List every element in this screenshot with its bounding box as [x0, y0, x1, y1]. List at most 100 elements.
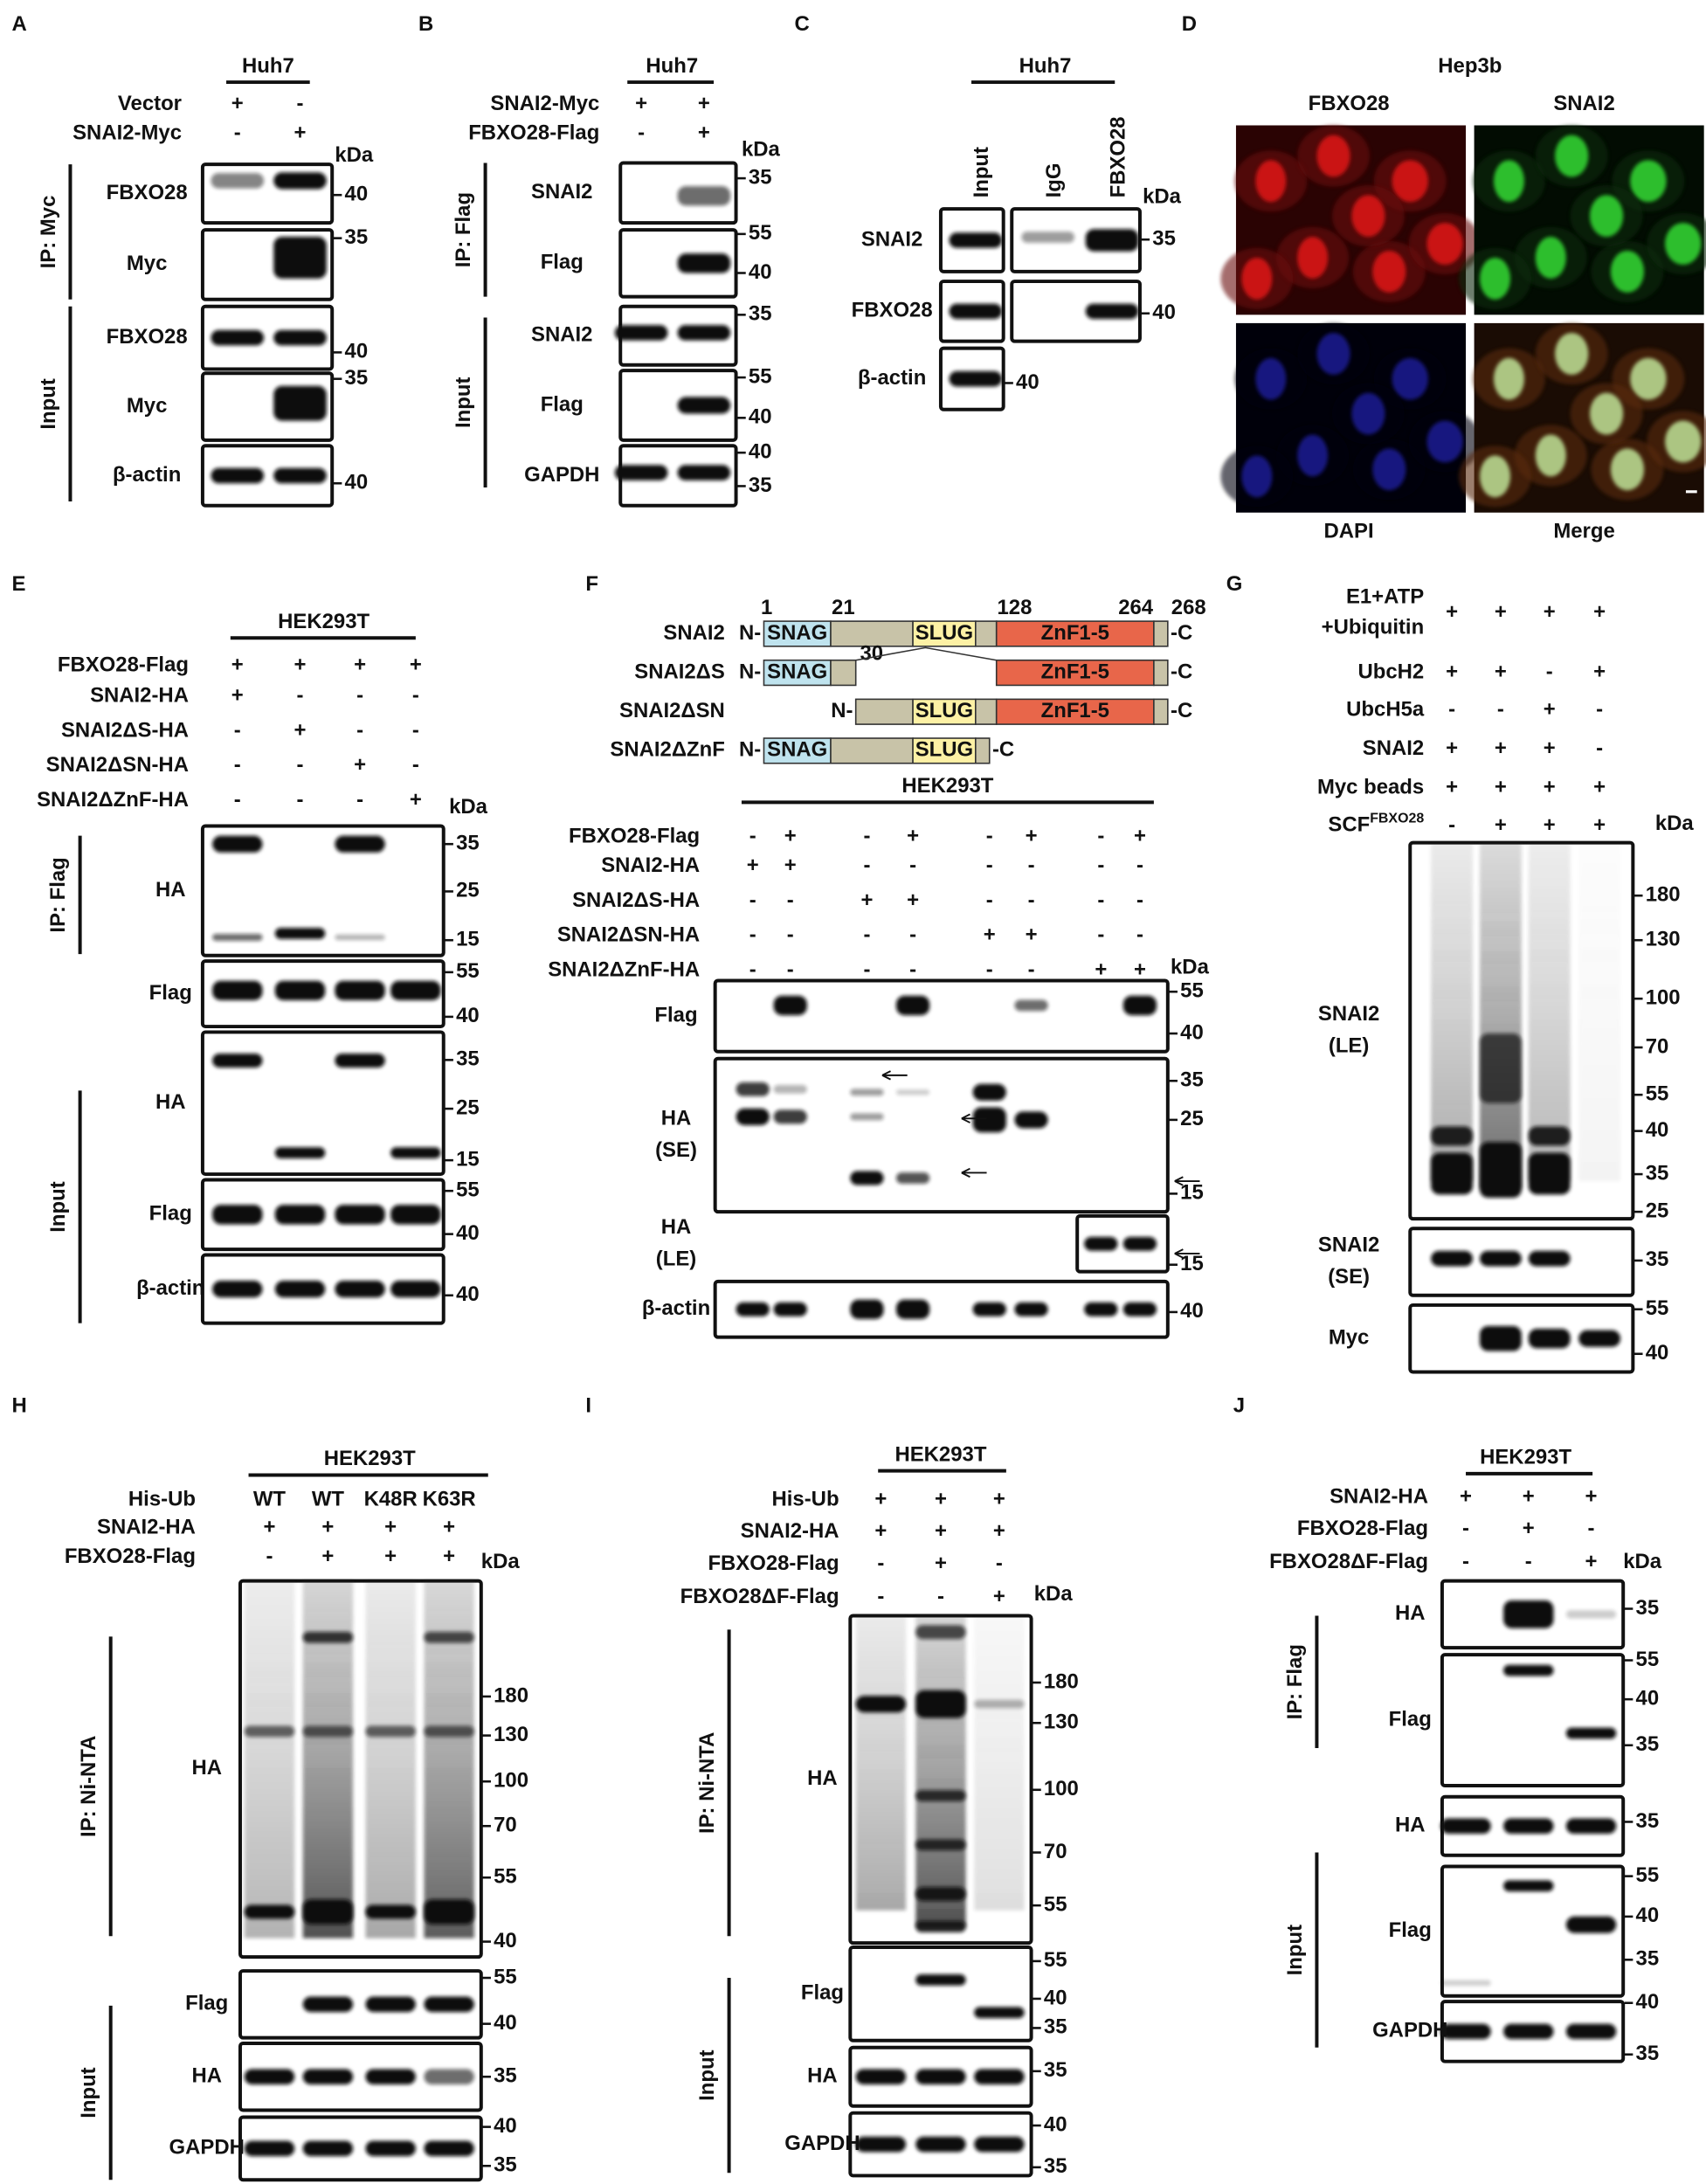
blot-label: β-actin [113, 463, 181, 487]
condition-sign: + [263, 1515, 275, 1538]
scale-bar [1685, 490, 1697, 494]
blot-band [274, 980, 326, 1001]
condition-label: SNAI2ΔSN-HA [557, 923, 700, 947]
blot-label: (SE) [1328, 1265, 1370, 1289]
blot-band [390, 1205, 441, 1225]
condition-sign: - [1028, 888, 1035, 912]
band-arrowhead [961, 1167, 970, 1178]
blot-band [274, 1281, 326, 1298]
condition-sign: WT [253, 1487, 287, 1510]
band-arrowhead [881, 1070, 891, 1081]
size-marker: 55 [1636, 1863, 1660, 1887]
blot-band [1014, 1111, 1048, 1129]
condition-label: FBXO28-Flag [468, 121, 599, 144]
condition-sign: - [787, 923, 794, 947]
condition-sign: + [354, 753, 366, 777]
cell-line: HEK293T [894, 1442, 986, 1466]
blot-frame [848, 1945, 1033, 2042]
blot-band [390, 1147, 441, 1159]
blot-band [1431, 1126, 1474, 1146]
size-marker: 35 [1180, 1068, 1204, 1092]
condition-sign: + [984, 923, 996, 947]
blot-band [274, 928, 326, 939]
domain-box [995, 698, 1155, 725]
size-marker: 40 [456, 1221, 480, 1245]
condition-sign: - [863, 854, 870, 877]
condition-sign: - [986, 958, 993, 982]
size-marker: 40 [345, 340, 369, 363]
blot-band [915, 2136, 966, 2153]
nucleus [1372, 250, 1406, 293]
condition-sign: + [935, 1519, 947, 1543]
nucleus [1589, 392, 1624, 435]
blot-label: HA [191, 2064, 222, 2088]
size-marker: 35 [345, 366, 369, 390]
panel-letter: D [1182, 12, 1197, 36]
unit-label: kDa [742, 138, 781, 162]
size-marker: 35 [1152, 227, 1176, 251]
blot-band [974, 2007, 1025, 2019]
condition-sign: - [863, 825, 870, 848]
cell-line: HEK293T [324, 1447, 416, 1470]
blot-smear [915, 1615, 966, 1927]
condition-sign: - [1497, 697, 1504, 721]
condition-sign: + [410, 653, 422, 676]
size-marker: 55 [456, 959, 480, 983]
condition-sign: - [877, 1552, 884, 1575]
blot-frame [1010, 280, 1142, 343]
blot-band [212, 1205, 263, 1225]
blot-label: FBXO28 [107, 181, 188, 204]
condition-label: SNAI2-Myc [490, 92, 599, 115]
condition-sign: WT [312, 1487, 345, 1510]
band-arrowhead [1174, 1248, 1184, 1259]
blot-frame [238, 1969, 483, 2040]
condition-sign: + [747, 854, 759, 877]
domain-box [912, 698, 977, 725]
condition-label: SNAI2-HA [741, 1519, 839, 1543]
size-marker: 40 [1636, 1686, 1660, 1710]
size-marker: 180 [494, 1683, 528, 1707]
blot-band [335, 835, 385, 853]
size-marker: 15 [456, 1147, 480, 1171]
domain-box [995, 620, 1155, 647]
blot-band [1565, 1727, 1617, 1739]
condition-sign: + [443, 1545, 455, 1568]
blot-band [1014, 1302, 1048, 1317]
condition-sign: - [1596, 697, 1603, 721]
cell-line: HEK293T [901, 774, 993, 798]
condition-sign: + [294, 653, 307, 676]
blot-label: Myc [127, 252, 168, 275]
blot-band [273, 237, 327, 279]
size-marker: 40 [494, 2011, 517, 2035]
domain-label: SNAG [767, 621, 827, 645]
size-marker: 100 [1646, 985, 1681, 1009]
condition-sign: - [1136, 854, 1143, 877]
construct-name: SNAI2ΔZnF [610, 738, 724, 762]
channel-label: Merge [1553, 519, 1614, 543]
blot-band [677, 465, 731, 480]
construct-n-terminus: N- [831, 699, 853, 722]
size-marker: 40 [456, 1004, 480, 1027]
nucleus [1493, 357, 1524, 400]
condition-sign: + [1585, 1550, 1598, 1573]
condition-sign: - [1136, 923, 1143, 947]
condition-sign: + [1544, 813, 1556, 837]
blot-band [850, 1299, 884, 1319]
condition-label: FBXO28-Flag [58, 653, 189, 676]
blot-band [244, 1725, 295, 1738]
condition-label: SNAI2-HA [1330, 1484, 1428, 1508]
blot-band [1122, 1302, 1157, 1317]
condition-label: SNAI2ΔS-HA [61, 718, 189, 742]
blot-band [365, 1996, 416, 2013]
blot-band [365, 2140, 416, 2157]
nucleus [1426, 420, 1463, 463]
condition-label: SNAI2ΔSN-HA [46, 753, 189, 777]
blot-band [365, 1725, 416, 1738]
domain-box [975, 620, 998, 647]
condition-sign: - [787, 888, 794, 912]
blot-band [949, 303, 1003, 320]
lane-label: FBXO28 [1106, 116, 1129, 197]
domain-box [854, 698, 914, 725]
blot-band [736, 1302, 770, 1317]
